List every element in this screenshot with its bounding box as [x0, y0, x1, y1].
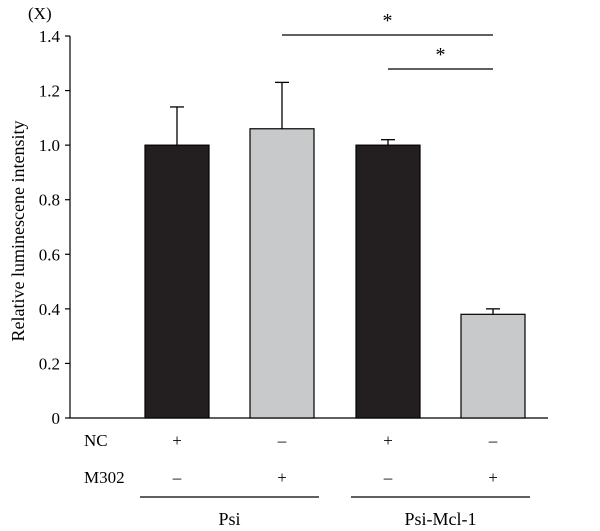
m302-marker: + [488, 468, 498, 487]
m302-row-label: M302 [84, 468, 125, 487]
group-label: Psi-Mcl-1 [405, 509, 477, 529]
nc-marker: + [383, 431, 393, 450]
nc-marker: – [277, 431, 287, 450]
y-tick-label: 0 [52, 409, 61, 428]
bar [144, 144, 210, 419]
y-tick-label: 0.8 [39, 191, 60, 210]
nc-marker: – [488, 431, 498, 450]
m302-marker: + [277, 468, 287, 487]
y-tick-label: 1.4 [39, 27, 61, 46]
nc-row-label: NC [84, 431, 108, 450]
y-axis-label: Relative luminescene intensity [8, 121, 28, 342]
significance-star: * [436, 44, 446, 66]
y-tick-label: 1.2 [39, 82, 60, 101]
y-tick-label: 0.6 [39, 245, 60, 264]
nc-marker: + [172, 431, 182, 450]
bar [460, 313, 526, 419]
m302-marker: – [172, 468, 182, 487]
significance-star: * [383, 10, 393, 32]
bar [249, 128, 315, 419]
bar [355, 144, 421, 419]
y-tick-label: 0.4 [39, 300, 61, 319]
m302-marker: – [383, 468, 393, 487]
y-tick-label: 1.0 [39, 136, 60, 155]
group-label: Psi [218, 509, 240, 529]
y-axis-unit-label: (X) [28, 4, 52, 23]
y-tick-label: 0.2 [39, 354, 60, 373]
